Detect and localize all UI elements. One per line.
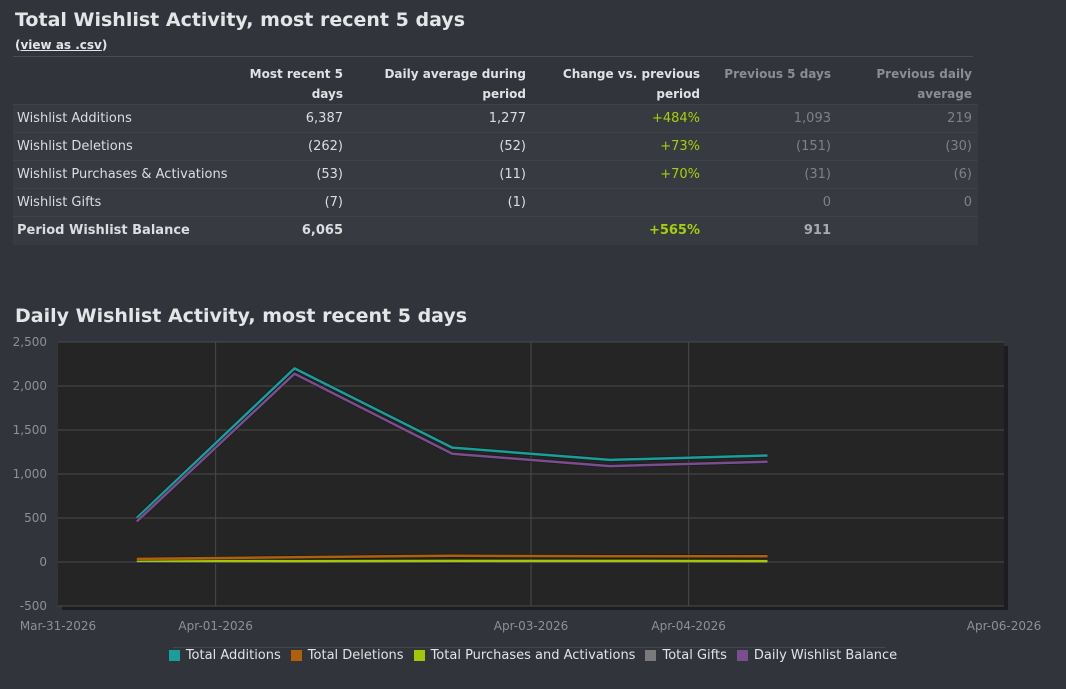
row-label: Wishlist Gifts <box>13 188 243 217</box>
cell-daily <box>349 216 532 245</box>
legend-label: Total Purchases and Activations <box>430 648 636 663</box>
cell-prev-daily: (6) <box>837 160 978 189</box>
row-label: Wishlist Deletions <box>13 132 243 161</box>
csv-link-line: (view as .csv) <box>15 38 108 52</box>
table-row: Wishlist Additions 6,387 1,277 +484% 1,0… <box>13 104 978 133</box>
cell-recent: 6,065 <box>243 216 349 245</box>
x-tick-label: Apr-01-2026 <box>178 619 252 633</box>
legend-label: Total Gifts <box>662 648 727 663</box>
cell-prev: (151) <box>706 132 837 161</box>
cell-prev-daily: 0 <box>837 188 978 217</box>
cell-prev: (31) <box>706 160 837 189</box>
x-tick-label: Mar-31-2026 <box>20 619 96 633</box>
cell-change: +70% <box>532 160 706 189</box>
chart-legend: Total Additions Total Deletions Total Purc… <box>0 648 1066 663</box>
y-tick-label: 1,500 <box>13 423 47 437</box>
row-label: Wishlist Additions <box>13 104 243 133</box>
table-row: Wishlist Gifts (7) (1) 0 0 <box>13 188 978 217</box>
cell-prev: 1,093 <box>706 104 837 133</box>
series-line-total-additions <box>135 367 768 519</box>
row-label: Period Wishlist Balance <box>13 216 243 245</box>
series-line-total-deletions <box>136 554 768 561</box>
summary-table: Most recent 5 days Daily average during … <box>13 56 978 245</box>
wishlist-line-chart: -500 0 500 1,000 1,500 2,000 2,500 Mar-31-2026 A… <box>13 335 1042 633</box>
x-tick-label: Apr-06-2026 <box>967 619 1041 633</box>
header-label-col <box>13 56 243 105</box>
cell-recent: 6,387 <box>243 104 349 133</box>
legend-swatch <box>736 650 748 661</box>
legend-swatch <box>290 650 302 661</box>
header-previous: Previous 5 days <box>724 67 831 81</box>
legend-label: Total Deletions <box>307 648 404 663</box>
cell-daily: (1) <box>349 188 532 217</box>
cell-prev-daily: 219 <box>837 104 978 133</box>
legend-item[interactable]: Daily Wishlist Balance <box>736 648 898 663</box>
y-tick-label: 1,000 <box>13 467 47 481</box>
table-top-rule <box>13 56 973 57</box>
view-csv-link[interactable]: view as .csv <box>20 38 102 52</box>
cell-change: +484% <box>532 104 706 133</box>
summary-header-row: Most recent 5 days Daily average during … <box>13 56 978 105</box>
legend-divider <box>173 647 885 648</box>
chart-title: Daily Wishlist Activity, most recent 5 d… <box>15 305 468 327</box>
legend-label: Total Additions <box>185 648 281 663</box>
cell-daily: (52) <box>349 132 532 161</box>
cell-change: +73% <box>532 132 706 161</box>
legend-item[interactable]: Total Additions <box>168 648 281 663</box>
legend-label: Daily Wishlist Balance <box>753 648 898 663</box>
cell-change: +565% <box>532 216 706 245</box>
legend-item[interactable]: Total Gifts <box>645 648 727 663</box>
cell-recent: (53) <box>243 160 349 189</box>
summary-title: Total Wishlist Activity, most recent 5 d… <box>15 9 465 31</box>
header-recent: Most recent 5 days <box>249 67 343 101</box>
x-tick-label: Apr-04-2026 <box>651 619 725 633</box>
cell-prev: 0 <box>706 188 837 217</box>
cell-prev-daily: (30) <box>837 132 978 161</box>
legend-swatch <box>413 650 425 661</box>
x-tick-label: Apr-03-2026 <box>494 619 568 633</box>
cell-prev: 911 <box>706 216 837 245</box>
table-row-total: Period Wishlist Balance 6,065 +565% 911 <box>13 216 978 245</box>
y-tick-label: -500 <box>20 599 47 613</box>
header-change: Change vs. previous period <box>562 67 700 101</box>
series-line-daily-wishlist-balance <box>135 372 768 523</box>
cell-prev-daily <box>837 216 978 245</box>
cell-daily: 1,277 <box>349 104 532 133</box>
header-daily-average: Daily average during period <box>384 67 526 101</box>
y-tick-label: 2,500 <box>13 335 47 349</box>
cell-daily: (11) <box>349 160 532 189</box>
cell-recent: (262) <box>243 132 349 161</box>
legend-swatch <box>168 650 180 661</box>
legend-swatch <box>645 650 657 661</box>
legend-item[interactable]: Total Purchases and Activations <box>413 648 636 663</box>
legend-item[interactable]: Total Deletions <box>290 648 404 663</box>
y-tick-label: 500 <box>24 511 47 525</box>
table-row: Wishlist Purchases & Activations (53) (1… <box>13 160 978 189</box>
row-label: Wishlist Purchases & Activations <box>13 160 243 189</box>
y-tick-label: 2,000 <box>13 379 47 393</box>
cell-recent: (7) <box>243 188 349 217</box>
y-tick-label: 0 <box>39 555 47 569</box>
header-previous-daily: Previous daily average <box>876 67 972 101</box>
cell-change <box>532 188 706 217</box>
table-row: Wishlist Deletions (262) (52) +73% (151)… <box>13 132 978 161</box>
